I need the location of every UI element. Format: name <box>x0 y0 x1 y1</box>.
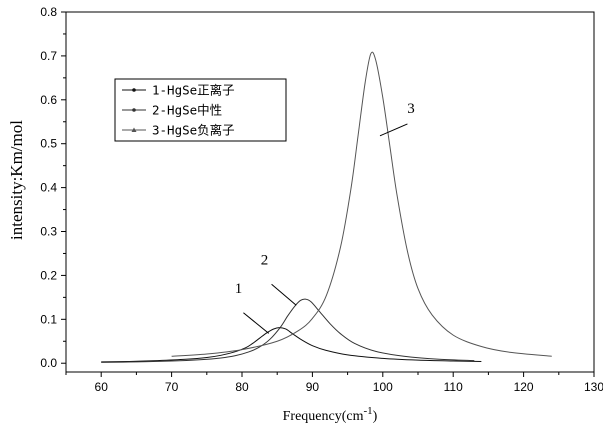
series-layer <box>101 51 552 363</box>
annotation-pointer-1 <box>243 312 270 334</box>
series-line-2 <box>101 298 475 363</box>
y-tick-label: 0.1 <box>40 312 57 326</box>
y-tick-label: 0.4 <box>40 181 57 195</box>
y-tick-label: 0.7 <box>40 49 57 63</box>
x-axis-title: Frequency(cm-1) <box>283 405 378 424</box>
y-tick-label: 0.8 <box>40 5 57 19</box>
y-axis: 0.0 0.1 0.2 0.3 0.4 0.5 0.6 0.7 0.8 <box>40 5 66 370</box>
annotations: 1 2 3 <box>235 101 415 334</box>
x-axis: 60 70 80 90 100 110 120 130 <box>65 372 603 394</box>
y-axis-title: intensity:Km/mol <box>7 120 26 240</box>
x-tick-label: 130 <box>584 380 603 394</box>
x-tick-label: 100 <box>373 380 393 394</box>
y-tick-label: 0.0 <box>40 356 57 370</box>
x-tick-label: 70 <box>165 380 179 394</box>
annotation-label-2: 2 <box>261 252 269 268</box>
y-tick-label: 0.2 <box>40 268 57 282</box>
legend: 1-HgSe正离子 2-HgSe中性 3-HgSe负离子 <box>114 78 287 142</box>
x-tick-label: 110 <box>444 380 463 394</box>
legend-label-3: 3-HgSe负离子 <box>152 123 235 138</box>
annotation-pointer-2 <box>271 283 297 306</box>
legend-marker-2 <box>132 108 136 112</box>
x-tick-label: 60 <box>95 380 109 394</box>
x-tick-label: 80 <box>235 380 249 394</box>
series-line-3 <box>171 51 552 357</box>
x-axis-title-superscript: -1 <box>364 405 373 417</box>
x-tick-label: 90 <box>306 380 320 394</box>
y-tick-label: 0.6 <box>40 93 57 107</box>
legend-label-2: 2-HgSe中性 <box>152 103 222 118</box>
annotation-label-3: 3 <box>407 101 415 117</box>
x-tick-label: 120 <box>514 380 534 394</box>
legend-label-1: 1-HgSe正离子 <box>152 83 235 98</box>
annotation-pointer-3 <box>379 123 408 137</box>
y-tick-label: 0.3 <box>40 225 57 239</box>
legend-marker-1 <box>132 88 136 92</box>
series-line-1 <box>101 327 482 363</box>
y-tick-label: 0.5 <box>40 137 57 151</box>
legend-marker-3 <box>131 127 137 132</box>
annotation-label-1: 1 <box>235 281 243 297</box>
plot-frame <box>65 11 595 373</box>
